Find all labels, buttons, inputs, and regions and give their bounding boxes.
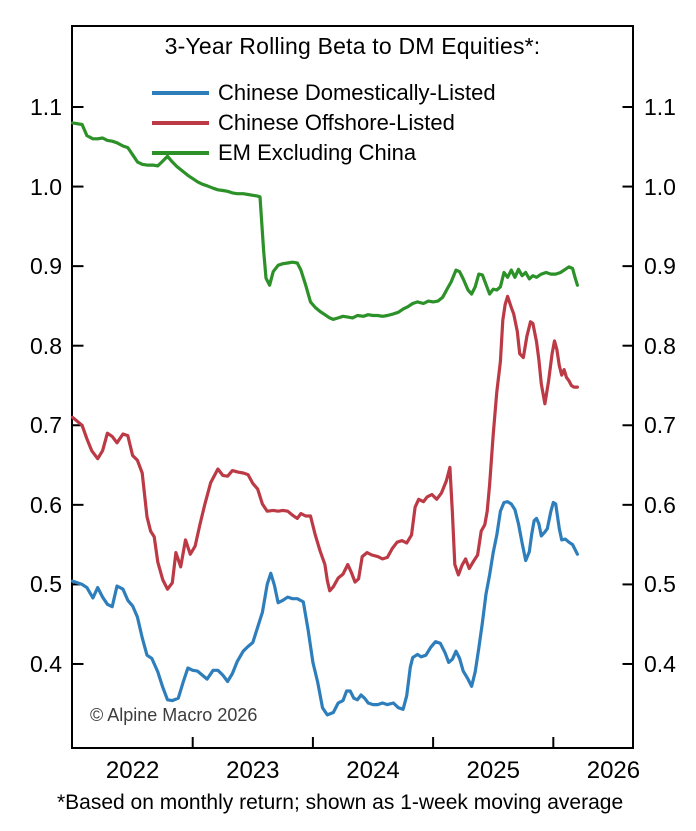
series-line-chinese-domestically-listed [70, 500, 580, 717]
chart-title: 3-Year Rolling Beta to DM Equities*: [164, 33, 541, 59]
legend-item-domestic: Chinese Domestically-Listed [152, 78, 496, 108]
legend-label: Chinese Domestically-Listed [218, 80, 496, 105]
plot-border [71, 25, 634, 749]
y-tick-label-right: 1.1 [644, 94, 676, 120]
x-tick-label: 2025 [466, 757, 520, 784]
series-line-chinese-offshore-listed [70, 294, 580, 593]
y-tick-label-left: 0.5 [30, 571, 62, 598]
legend-item-em-ex-china: EM Excluding China [152, 138, 496, 168]
y-tick-label-left: 0.8 [30, 332, 62, 359]
legend-item-offshore: Chinese Offshore-Listed [152, 108, 496, 138]
y-tick-label-right: 0.9 [644, 253, 676, 280]
y-tick-label-left: 0.7 [30, 412, 62, 439]
watermark: © Alpine Macro 2026 [90, 705, 258, 725]
legend: Chinese Domestically-Listed Chinese Offs… [152, 78, 496, 168]
y-tick-label-left: 0.9 [30, 253, 62, 280]
y-tick-label-right: 0.4 [644, 650, 676, 677]
y-tick-label-right: 1.0 [644, 173, 676, 200]
legend-swatch-red-line [152, 121, 209, 125]
x-tick-label: 2026 [586, 757, 641, 784]
legend-label: EM Excluding China [218, 140, 417, 165]
y-tick-label-left: 0.4 [30, 650, 62, 677]
x-tick-label: 2023 [226, 757, 280, 784]
y-tick-label-right: 0.6 [644, 491, 676, 518]
legend-swatch-green-line [152, 151, 209, 155]
series-line-em-excluding-china [70, 121, 580, 321]
y-tick-label-left: 1.0 [30, 173, 62, 200]
y-tick-label-left: 1.1 [30, 94, 62, 120]
legend-label: Chinese Offshore-Listed [218, 110, 455, 135]
y-tick-label-right: 0.5 [644, 571, 676, 598]
y-tick-label-right: 0.7 [644, 412, 676, 439]
y-tick-label-right: 0.8 [644, 332, 676, 359]
footnote: *Based on monthly return; shown as 1-wee… [57, 791, 624, 814]
axis-ticks [73, 106, 633, 748]
x-tick-label: 2024 [346, 757, 400, 784]
x-tick-label: 2022 [105, 757, 160, 784]
legend-swatch-blue-line [152, 91, 209, 95]
y-tick-label-left: 0.6 [30, 491, 62, 518]
series-lines [70, 121, 580, 717]
